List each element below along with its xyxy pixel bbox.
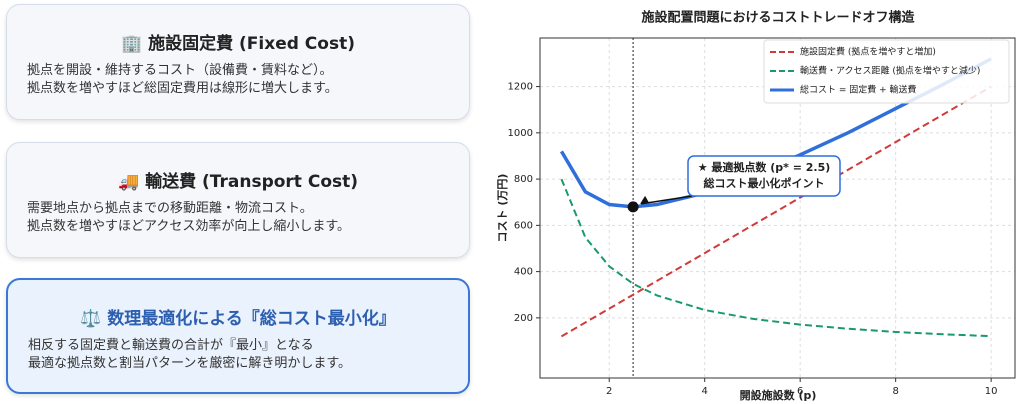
y-tick-label: 800 xyxy=(514,174,533,185)
y-tick-label: 1200 xyxy=(508,82,533,93)
x-tick-label: 2 xyxy=(606,386,612,397)
card-title: ⚖️ 数理最適化による『総コスト最小化』 xyxy=(80,309,396,329)
card-text: 拠点数を増やすほど総固定費用は線形に増大します。 xyxy=(27,81,338,96)
legend-box xyxy=(763,39,1010,104)
legend-label: 施設固定費 (拠点を増やすと増加) xyxy=(800,46,936,58)
chart-title: 施設配置問題におけるコストトレードオフ構造 xyxy=(641,10,915,26)
y-axis-label: コスト (万円) xyxy=(496,174,509,243)
series-line xyxy=(560,178,992,338)
annotation-arrow xyxy=(640,195,693,205)
legend-label: 総コスト = 固定費 + 輸送費 xyxy=(800,84,917,96)
x-axis-label: 開設施設数 (p) xyxy=(740,388,817,402)
card-text: 拠点数を増やすほどアクセス効率が向上し縮小します。 xyxy=(27,219,351,234)
card-title: 🏢 施設固定費 (Fixed Cost) xyxy=(121,34,355,54)
y-tick-label: 600 xyxy=(514,220,533,231)
series-line xyxy=(559,57,992,209)
card: 🏢 施設固定費 (Fixed Cost) 拠点を開設・維持するコスト（設備費・賃… xyxy=(6,4,470,120)
annotation-box xyxy=(687,155,841,197)
card-text: 需要地点から拠点までの移動距離・物流コスト。 xyxy=(27,201,313,216)
card: ⚖️ 数理最適化による『総コスト最小化』 相反する固定費と輸送費の合計が『最小』… xyxy=(6,278,470,394)
series-line xyxy=(560,85,992,338)
x-tick-label: 6 xyxy=(797,386,803,397)
x-tick-label: 8 xyxy=(892,386,898,397)
optimum-point xyxy=(627,201,639,213)
y-tick-label: 400 xyxy=(514,267,533,278)
annotation-text: ★ 最適拠点数 (p* = 2.5) xyxy=(698,160,831,174)
card-title: 🚚 輸送費 (Transport Cost) xyxy=(117,172,359,192)
card-text: 相反する固定費と輸送費の合計が『最小』となる xyxy=(28,338,314,353)
card-text: 最適な拠点数と割当パターンを厳密に解き明かします。 xyxy=(28,356,352,371)
plot-frame xyxy=(539,37,1016,379)
arrow-head xyxy=(640,195,650,204)
x-tick-label: 4 xyxy=(702,386,708,397)
annotation-text: 総コスト最小化ポイント xyxy=(704,176,825,190)
card: 🚚 輸送費 (Transport Cost) 需要地点から拠点までの移動距離・物… xyxy=(6,142,470,258)
x-tick-label: 10 xyxy=(985,386,998,397)
y-tick-label: 200 xyxy=(514,313,533,324)
card-text: 拠点を開設・維持するコスト（設備費・賃料など）。 xyxy=(27,63,333,78)
y-tick-label: 1000 xyxy=(508,128,533,139)
legend-label: 輸送費・アクセス距離 (拠点を増やすと減少) xyxy=(800,65,980,77)
